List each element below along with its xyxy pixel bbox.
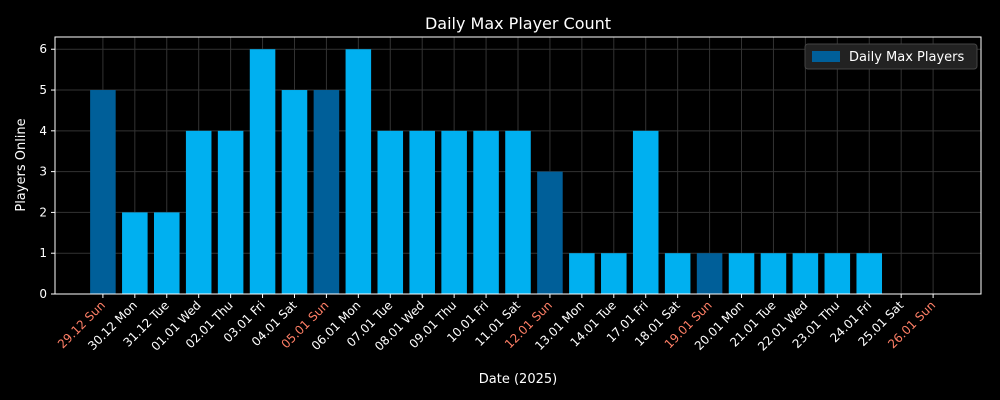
bar [345,49,372,294]
legend-box [804,43,978,70]
bar [632,130,659,294]
y-tick-label: 5 [39,83,47,97]
bar [569,253,595,294]
bar [377,130,404,294]
y-tick-label: 1 [39,246,47,260]
x-axis-label: Date (2025) [479,372,557,387]
bar [473,130,499,294]
bar [856,253,883,294]
bar [249,49,276,294]
bar [313,90,340,295]
bar [441,130,467,294]
bar [153,212,180,294]
bar [217,130,244,294]
bar [90,90,116,295]
bar [760,253,787,294]
legend: Daily Max Players [804,43,978,70]
legend-label: Daily Max Players [849,50,964,65]
bar [505,130,531,294]
y-axis-label: Players Online [14,118,29,211]
y-axis-ticks: 0 1 2 3 4 5 6 [39,42,55,301]
y-tick-label: 6 [39,42,47,56]
bar [537,171,563,294]
bar [728,253,755,294]
bar [696,253,723,294]
bar [185,130,212,294]
bar [281,90,308,295]
y-tick-label: 4 [39,124,47,138]
y-tick-label: 3 [39,165,47,179]
chart-title: Daily Max Player Count [425,14,611,33]
bar [601,253,627,294]
bar [664,253,691,294]
bar [824,253,851,294]
bar [122,212,148,294]
y-tick-label: 0 [39,287,47,301]
y-tick-label: 2 [39,205,47,219]
bars-group [90,49,883,295]
bar [409,130,435,294]
bar [792,253,819,294]
legend-swatch [812,51,840,62]
